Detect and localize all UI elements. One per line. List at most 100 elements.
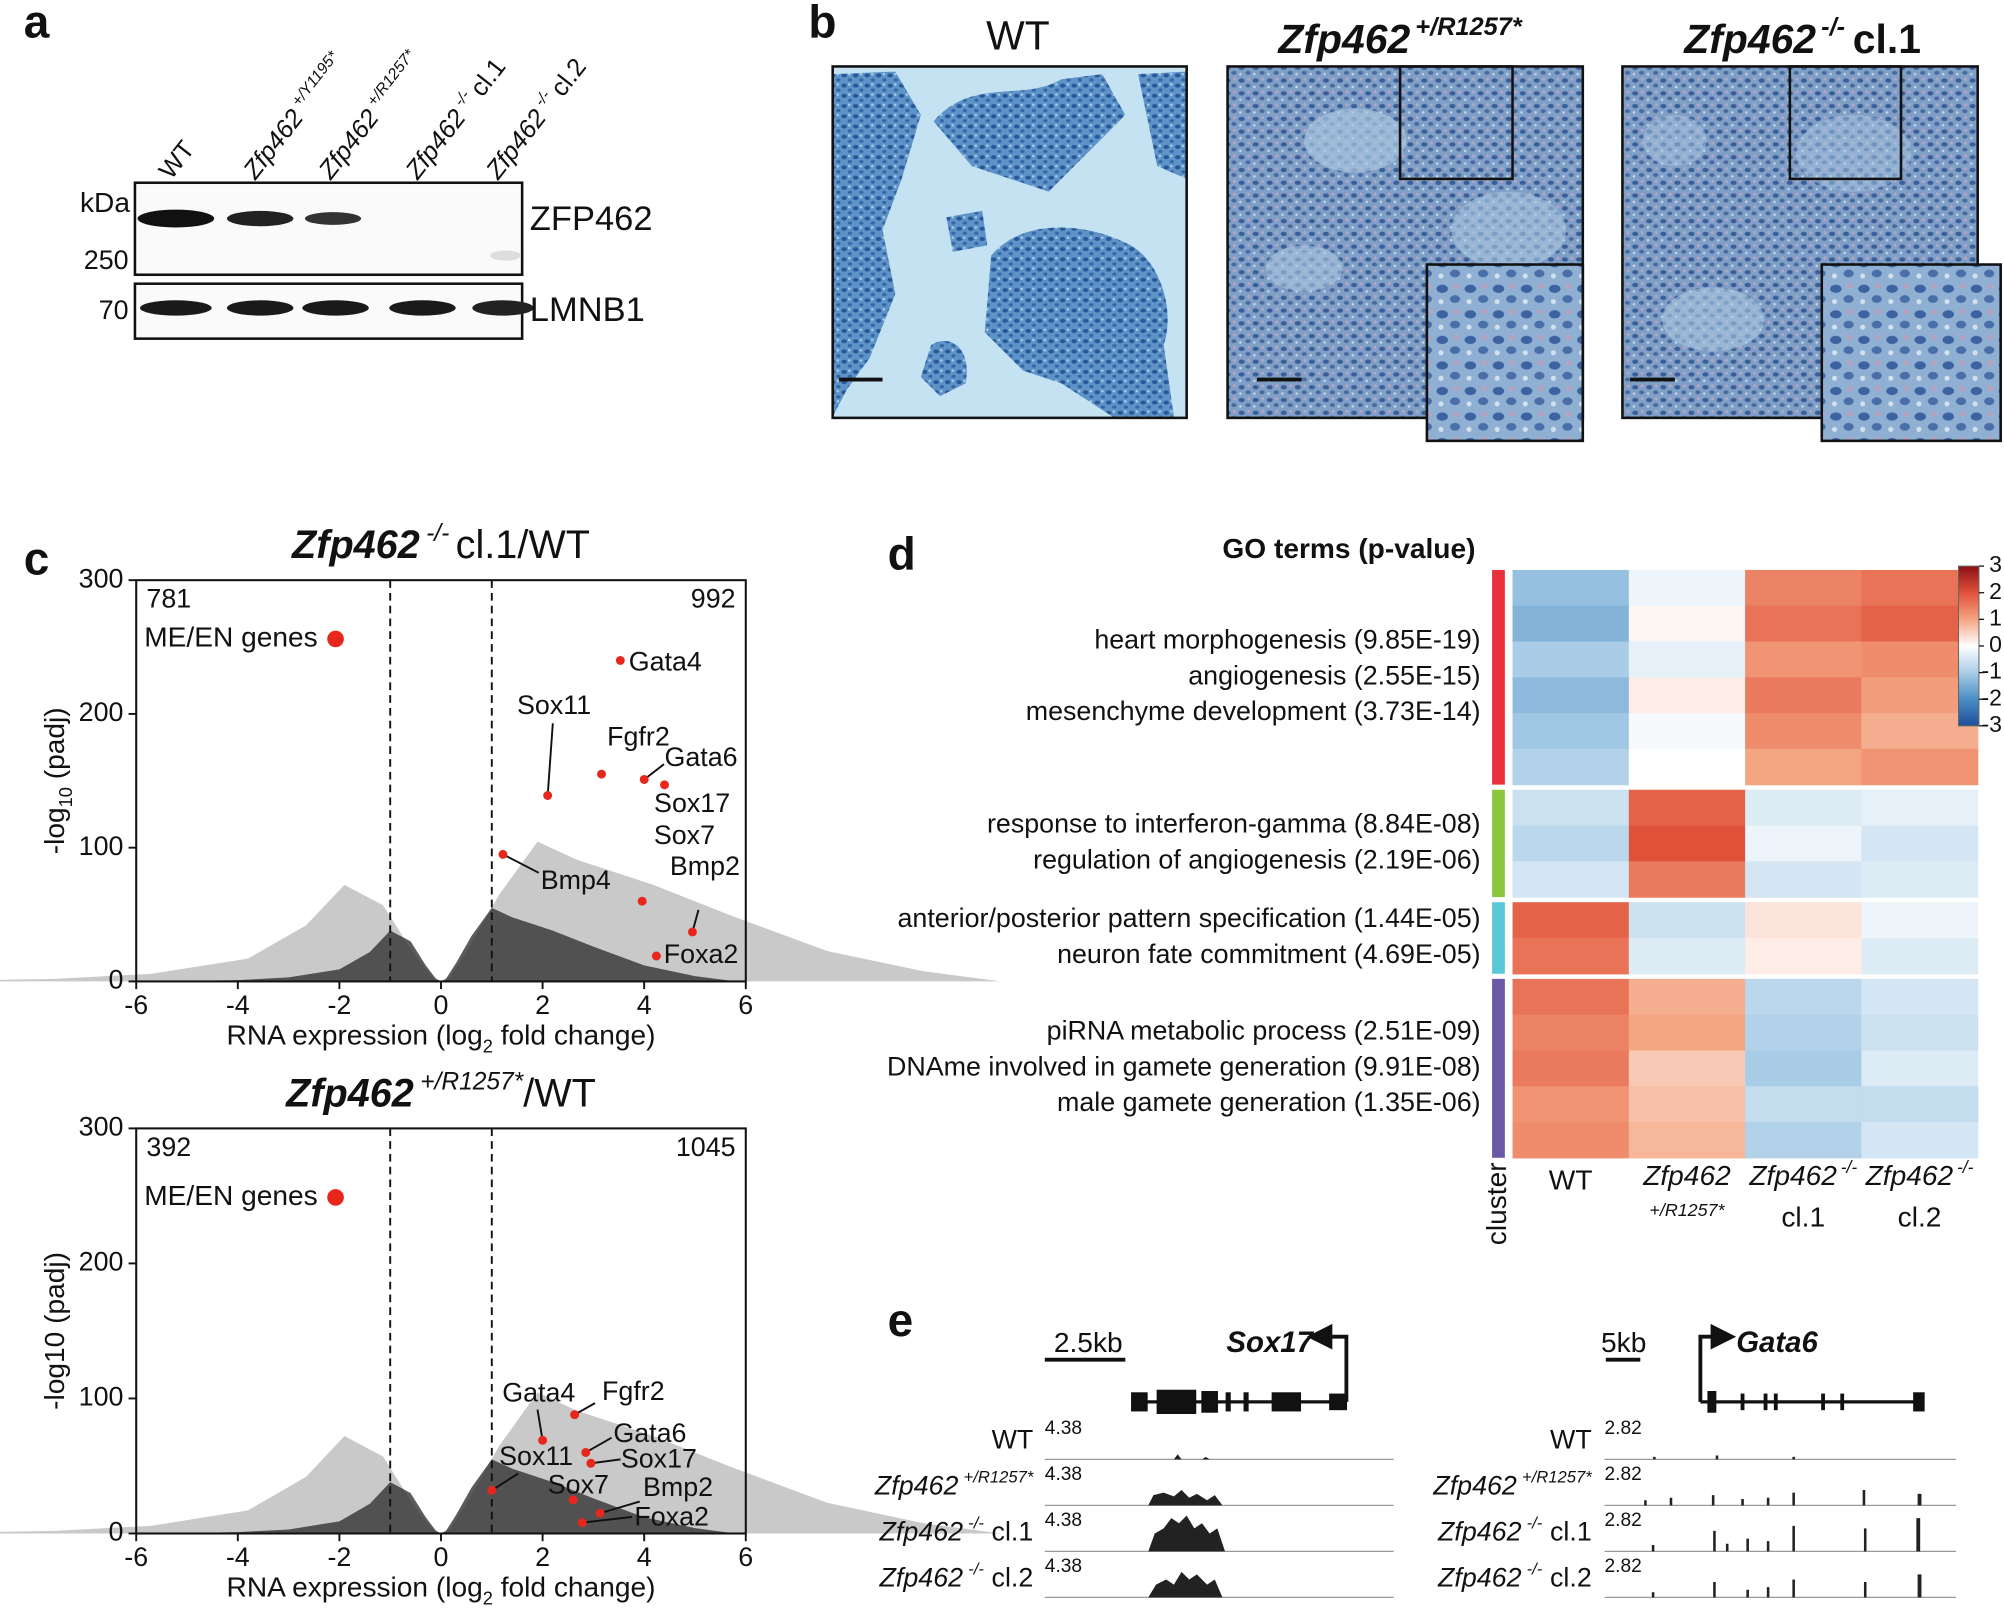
heatmap-cell [1745, 1122, 1863, 1159]
gene-label: Fgfr2 [602, 1376, 665, 1406]
track-max: 2.82 [1605, 1556, 1642, 1577]
legend-label: ME/EN genes [144, 621, 317, 652]
heatmap-cell [1861, 978, 1979, 1016]
gene-name: Zfp462 [313, 104, 385, 185]
x-tick-label: 2 [535, 990, 550, 1020]
gene-point [581, 1447, 591, 1457]
gene-name: Zfp462 [879, 1563, 964, 1593]
go-term: regulation of angiogenesis (2.19E-06) [1033, 844, 1480, 874]
genotype-label: WT [154, 135, 201, 184]
colorbar-tick-label: 2 [1989, 578, 2002, 604]
gene-name: Zfp462 [400, 104, 472, 185]
genotype-label: Zfp462-/-cl.1 [1437, 1513, 1592, 1546]
protein-label: ZFP462 [530, 200, 653, 238]
panel-letter: b [808, 0, 836, 48]
genotype: -/- [1527, 1513, 1543, 1532]
axis-label-part: 10 [55, 787, 76, 807]
y-tick-label: 100 [79, 831, 124, 861]
axis-label-part: 2 [483, 1036, 493, 1057]
gene-point [487, 1485, 497, 1495]
go-term: anterior/posterior pattern specification… [897, 903, 1480, 933]
colorbar-tick-label: 3 [1989, 551, 2002, 577]
heatmap-cell [1512, 1014, 1630, 1052]
genotype: -/- [968, 1513, 984, 1532]
legend-marker [327, 1189, 344, 1206]
y-axis-label: -log10 (padj) [39, 707, 76, 854]
heatmap-cell [1861, 1050, 1979, 1087]
x-tick-label: -4 [226, 1542, 250, 1572]
gene-name: Zfp462 [1432, 1471, 1517, 1501]
clone: cl.2 [992, 1563, 1034, 1593]
x-axis-label: RNA expression (log2 fold change) [227, 1572, 656, 1609]
heatmap-cell [1745, 1014, 1863, 1052]
heatmap-cell [1512, 748, 1630, 786]
x-tick-label: -6 [124, 1542, 148, 1572]
genotype-label: Zfp462+/R1257* [874, 1467, 1034, 1500]
y-tick-label: 300 [79, 1111, 124, 1141]
chart-title: Zfp462 +/R1257*/WT [285, 1068, 596, 1115]
y-tick-label: 200 [79, 697, 124, 727]
genotype-label: Zfp462-/-cl.1 [1683, 13, 1921, 62]
go-term: male gamete generation (1.35E-06) [1057, 1087, 1481, 1117]
y-tick-label: 0 [109, 965, 124, 995]
gene-label: Gata6 [665, 742, 738, 772]
marker-label: 70 [99, 295, 129, 325]
colorbar [1958, 565, 1980, 727]
x-tick-label: 6 [738, 1542, 753, 1572]
gene-point [615, 655, 625, 665]
genotype-label: Zfp462 +/R1257* [1432, 1467, 1592, 1500]
genotype-label: Zfp462+/R1257* [1277, 13, 1522, 62]
heatmap-cell [1628, 789, 1746, 827]
heatmap-cell [1512, 1122, 1630, 1159]
cluster-label: cluster [1481, 1162, 1512, 1245]
panel-e: 2.5kb Sox17 WT 4.38 Zfp462 +/R1257* 4.38 Zfp462… [874, 1326, 1819, 1592]
genotype: -/- [968, 1559, 984, 1578]
heatmap-cell [1512, 713, 1630, 750]
title-rest: /WT [523, 1072, 596, 1116]
y-tick-label: 100 [79, 1382, 124, 1412]
leader-line [491, 1472, 519, 1492]
genotype: -/- [451, 87, 474, 109]
panel-letter: a [24, 0, 50, 48]
panel-letter: e [888, 1294, 914, 1346]
gene-label: Sox11 [517, 690, 591, 720]
heatmap-cell [1512, 902, 1630, 939]
track-max: 2.82 [1605, 1464, 1642, 1485]
genotype: +/R1257* [1522, 1467, 1592, 1486]
leader-line [590, 1458, 621, 1465]
gene-label: Sox17 [654, 788, 730, 818]
heatmap-cell [1861, 825, 1979, 862]
track-max: 4.38 [1045, 1418, 1082, 1439]
x-tick-label: 2 [535, 1542, 550, 1572]
heatmap-cell [1628, 713, 1746, 750]
heatmap-cell [1861, 861, 1979, 898]
heatmap-cell [1628, 978, 1746, 1016]
heatmap-cell [1628, 605, 1746, 643]
go-term: heart morphogenesis (9.85E-19) [1094, 625, 1480, 655]
x-tick-label: 0 [434, 1542, 449, 1572]
heatmap-cell [1628, 748, 1746, 786]
gene-point [538, 1435, 548, 1445]
go-term: neuron fate commitment (4.69E-05) [1057, 939, 1481, 969]
go-term: mesenchyme development (3.73E-14) [1026, 696, 1481, 726]
clone: cl.1 [992, 1517, 1034, 1547]
heatmap-cell [1745, 978, 1863, 1016]
micrograph-wt [831, 65, 1188, 420]
gene-label: Gata4 [502, 1377, 575, 1407]
heatmap-cell [1861, 902, 1979, 939]
cluster-bar [1492, 789, 1505, 898]
heatmap-cell [1861, 1122, 1979, 1159]
axis-label-part: fold change) [493, 1572, 656, 1603]
title-rest: cl.1/WT [456, 524, 590, 568]
heatmap-cell [1861, 1086, 1979, 1123]
heatmap-cell [1628, 902, 1746, 939]
axis-label-part: 2 [483, 1588, 493, 1609]
axis-label-part: fold change) [493, 1020, 656, 1051]
gene-density [161, 907, 736, 982]
x-tick-label: -2 [327, 990, 351, 1020]
x-tick-label: 0 [434, 990, 449, 1020]
gene-name: Zfp462 [1683, 16, 1816, 62]
clone: cl.1 [1853, 16, 1921, 62]
gene-label: Bmp2 [670, 851, 740, 881]
leader-line [582, 1515, 633, 1524]
